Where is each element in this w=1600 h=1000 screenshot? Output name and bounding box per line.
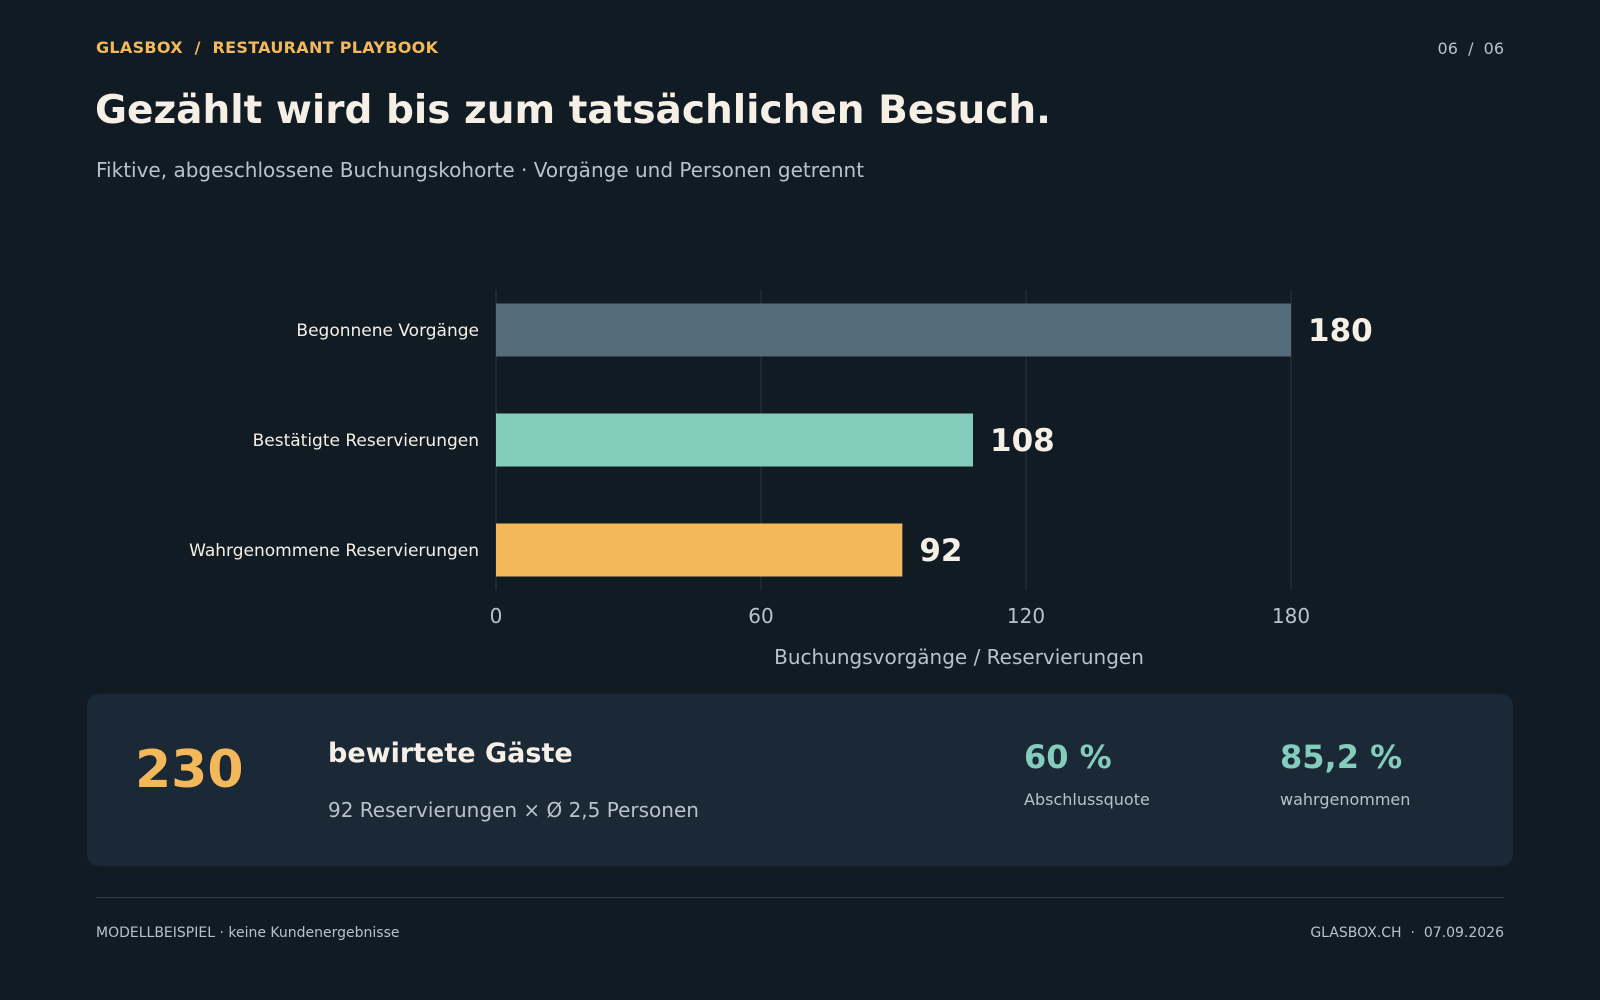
x-axis-title: Buchungsvorgänge / Reservierungen bbox=[774, 645, 1144, 669]
page-subtitle: Fiktive, abgeschlossene Buchungskohorte … bbox=[96, 158, 865, 182]
metric-attendance-rate: 85,2 % wahrgenommen bbox=[1280, 738, 1410, 809]
category-label: Wahrgenommene Reservierungen bbox=[189, 541, 479, 561]
value-label: 108 bbox=[990, 423, 1055, 459]
footer-disclaimer: MODELLBEISPIEL · keine Kundenergebnisse bbox=[96, 925, 400, 941]
metric-label: Abschlussquote bbox=[1024, 790, 1150, 809]
bar bbox=[496, 523, 903, 577]
category-label: Begonnene Vorgänge bbox=[296, 321, 479, 341]
x-tick-label: 60 bbox=[748, 604, 773, 628]
metric-value: 85,2 % bbox=[1280, 738, 1403, 776]
guests-label: bewirtete Gäste bbox=[328, 738, 573, 769]
footer-divider bbox=[96, 897, 1504, 898]
bar-chart: 0 60 120 180 Begonnene Vorgänge 180 Bestätigte… bbox=[189, 290, 1373, 669]
x-tick-label: 0 bbox=[490, 604, 503, 628]
page-counter: 06 / 06 bbox=[1437, 39, 1504, 58]
page-title: Gezählt wird bis zum tatsächlichen Besuc… bbox=[95, 88, 1051, 133]
value-label: 180 bbox=[1308, 313, 1373, 349]
footer-site-date: GLASBOX.CH · 07.09.2026 bbox=[1310, 925, 1504, 941]
bar bbox=[496, 303, 1291, 357]
value-label: 92 bbox=[919, 533, 962, 569]
breadcrumb: GLASBOX / RESTAURANT PLAYBOOK bbox=[96, 38, 439, 57]
guests-count: 230 bbox=[135, 740, 244, 800]
x-tick-label: 180 bbox=[1272, 604, 1310, 628]
metric-value: 60 % bbox=[1024, 738, 1112, 776]
metric-label: wahrgenommen bbox=[1280, 790, 1411, 809]
bar bbox=[496, 413, 973, 467]
kpi-card: 230 bewirtete Gäste 92 Reservierungen × … bbox=[87, 694, 1513, 866]
category-label: Bestätigte Reservierungen bbox=[253, 431, 479, 451]
x-tick-label: 120 bbox=[1007, 604, 1045, 628]
metric-completion-rate: 60 % Abschlussquote bbox=[1024, 738, 1150, 809]
guests-detail: 92 Reservierungen × Ø 2,5 Personen bbox=[328, 798, 699, 822]
